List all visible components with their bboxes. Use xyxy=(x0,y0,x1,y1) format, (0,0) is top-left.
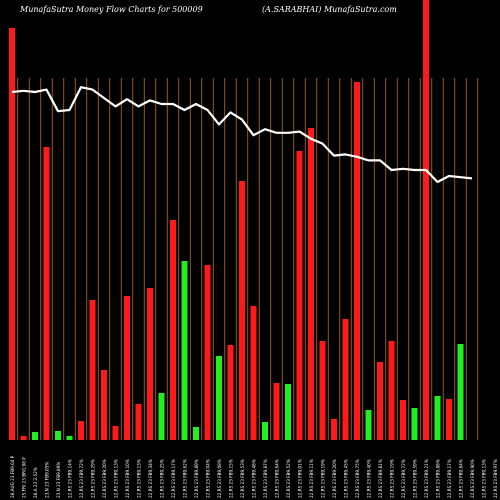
x-tick-label: 22,RS 23 FB9,90% xyxy=(470,459,475,498)
x-tick-label: 22,RS 23 FB9,21% xyxy=(424,459,429,498)
x-tick-label: 22,RS 23 FB9,64% xyxy=(275,459,280,498)
outflow-bar xyxy=(388,341,395,440)
outflow-bar xyxy=(273,383,280,440)
x-tick-label: 23,N 23 FB9,89% xyxy=(56,462,61,498)
outflow-bar xyxy=(20,436,27,440)
inflow-bar xyxy=(365,410,372,440)
outflow-bar xyxy=(43,147,50,440)
inflow-bar xyxy=(457,344,464,440)
outflow-bar xyxy=(342,319,349,440)
x-tick-label: 22,RS 23 FB9,01% xyxy=(298,459,303,498)
x-tick-label: 22,RS 23 FB9,13% xyxy=(114,459,119,498)
x-tick-label: 22,RS 23 FB9,11% xyxy=(309,459,314,498)
chart-title: MunafaSutra Money Flow Charts for 500009… xyxy=(19,5,397,14)
inflow-bar xyxy=(262,422,268,440)
x-tick-label: 22,RS 23 FB9,17% xyxy=(171,459,176,498)
outflow-bar xyxy=(124,296,130,440)
x-tick-label: 22,RS 23 FB9,25% xyxy=(160,459,165,498)
x-tick-label: 22,RS 23 FB9,13% xyxy=(482,459,487,498)
x-tick-label: 22,RS 23 FB9,48% xyxy=(252,459,257,498)
x-tick-label: 22,RS 23 FB9,15% xyxy=(229,459,234,498)
x-tick-label: 22,RS 23 FB9,72% xyxy=(401,459,406,498)
outflow-bar xyxy=(78,421,84,440)
x-tick-label: 22,RS 23 FB9,10% xyxy=(125,459,130,498)
outflow-bar xyxy=(319,341,326,440)
outflow-bar xyxy=(170,220,176,440)
x-tick-label: 28,A 23 2.52% xyxy=(33,467,38,498)
outflow-bar xyxy=(400,400,406,440)
chart-title-right: (A.SARABHAI) MunafaSutra.com xyxy=(262,5,397,14)
outflow-bar xyxy=(9,28,15,440)
money-flow-bars xyxy=(9,0,464,440)
outflow-bar xyxy=(377,362,383,440)
outflow-bar xyxy=(239,181,245,440)
chart-title-left: MunafaSutra Money Flow Charts for 500009 xyxy=(19,5,203,14)
x-tick-label: 22,RS 23 FB9,97% xyxy=(493,459,498,498)
x-axis-tick-labels: 28,AUG 23 FB9,04 P 25,FRI 23 BRG,98 P 28,A… xyxy=(10,455,498,498)
x-tick-label: 22,RS 23 FB9,72% xyxy=(79,459,84,498)
outflow-bar xyxy=(308,128,314,440)
x-tick-label: 22,RS 23 FB9,04% xyxy=(206,459,211,498)
x-tick-label: 23,N 23 FB9,05% xyxy=(45,462,50,498)
x-tick-label: 28,AUG 23 FB9,04 P xyxy=(10,455,15,498)
outflow-bar xyxy=(135,404,142,440)
x-tick-label: 25,FRI 23 BRG,98 P xyxy=(22,457,27,498)
inflow-bar xyxy=(55,431,61,440)
x-tick-label: 22,RS 23 FB9,84% xyxy=(459,459,464,498)
price-line xyxy=(11,86,473,184)
outflow-bar xyxy=(227,345,234,440)
x-tick-label: 22,RS 23 FB9,88% xyxy=(436,459,441,498)
inflow-bar xyxy=(216,356,222,440)
outflow-bar xyxy=(147,288,153,440)
outflow-bar xyxy=(446,399,452,440)
x-tick-label: 22,RS 23 FB9,75% xyxy=(355,459,360,498)
x-tick-label: 22,RS 23 FB9,89% xyxy=(194,459,199,498)
outflow-bar xyxy=(250,306,257,440)
outflow-bar xyxy=(101,370,107,440)
x-tick-label: 22,RS 23 FB9,14% xyxy=(68,459,73,498)
outflow-bar xyxy=(112,426,119,440)
x-tick-label: 22,RS 23 FB9,13% xyxy=(137,459,142,498)
x-tick-label: 22,RS 23 FB9,53% xyxy=(240,459,245,498)
x-tick-label: 22,RS 23 FB9,40% xyxy=(367,459,372,498)
inflow-bar xyxy=(32,432,38,440)
inflow-bar xyxy=(285,384,291,440)
price-line-group xyxy=(11,86,473,184)
x-tick-label: 22,RS 23 FB9,81% xyxy=(378,459,383,498)
inflow-bar xyxy=(181,261,188,440)
outflow-bar xyxy=(296,151,303,440)
x-tick-label: 22,RS 23 FB9,20% xyxy=(332,459,337,498)
x-tick-label: 22,RS 23 FB9,45% xyxy=(344,459,349,498)
x-tick-label: 22,RS 23 FB9,59% xyxy=(413,459,418,498)
x-tick-label: 22,RS 23 FB9,17% xyxy=(447,459,452,498)
inflow-bar xyxy=(434,396,441,440)
outflow-bar xyxy=(423,0,429,440)
x-tick-label: 22,RS 23 FB9,19% xyxy=(321,459,326,498)
x-tick-label: 22,RS 23 FB9,52% xyxy=(286,459,291,498)
x-tick-label: 22,RS 23 FB9,87% xyxy=(263,459,268,498)
x-tick-label: 22,RS 23 FB9,29% xyxy=(91,459,96,498)
x-tick-label: 22,RS 23 FB9,19% xyxy=(390,459,395,498)
x-tick-label: 22,RS 23 FB9,62% xyxy=(183,459,188,498)
x-tick-label: 22,RS 23 FB9,08% xyxy=(217,459,222,498)
inflow-bar xyxy=(411,408,418,440)
x-tick-label: 22,RS 23 FB9,20% xyxy=(102,459,107,498)
outflow-bar xyxy=(331,419,337,440)
x-tick-label: 22,RS 23 FB9,34% xyxy=(148,459,153,498)
inflow-bar xyxy=(193,427,199,440)
outflow-bar xyxy=(354,82,360,440)
inflow-bar xyxy=(158,393,165,440)
outflow-bar xyxy=(89,300,96,440)
grid-lines xyxy=(17,78,479,440)
inflow-bar xyxy=(66,436,73,440)
outflow-bar xyxy=(204,265,211,440)
